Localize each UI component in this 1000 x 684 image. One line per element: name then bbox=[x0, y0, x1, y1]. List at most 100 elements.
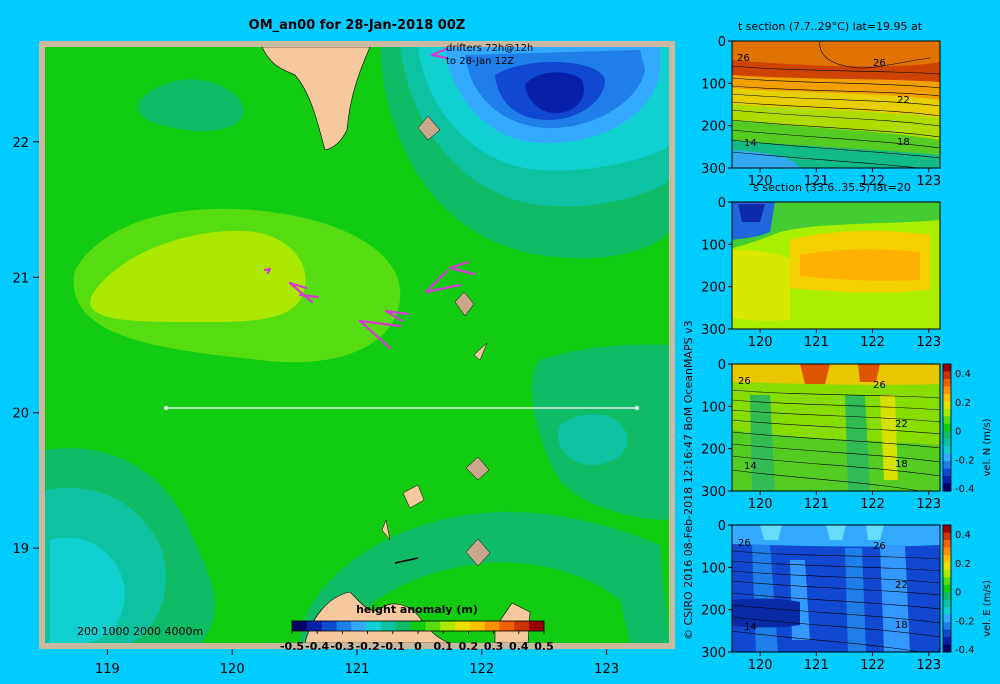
panel-x-tick-label: 122 bbox=[860, 658, 885, 673]
height-anomaly-colorbar bbox=[291, 620, 545, 632]
panel-salinity-axes: 0 100 200 300 120 121 122 123 bbox=[701, 196, 941, 350]
colorbar-title: height anomaly (m) bbox=[356, 603, 478, 616]
colorbar-tick-label: -0.2 bbox=[356, 640, 380, 653]
taiwan-landmass bbox=[261, 47, 371, 151]
panel-temperature-axes: 0 100 200 300 120 121 122 123 bbox=[701, 35, 941, 189]
colorbar-segment bbox=[351, 621, 367, 631]
vel-colorbar-outline bbox=[942, 363, 952, 492]
panel-x-tick-label: 123 bbox=[916, 658, 941, 673]
vel-colorbar-segment bbox=[943, 393, 951, 402]
vel-colorbar-segment bbox=[943, 453, 951, 462]
vel-colorbar-segment bbox=[943, 622, 951, 631]
velocity-east-colorbar: 0.4 0.2 0 -0.2 -0.4 vel. E (m/s) bbox=[942, 524, 993, 656]
vel-colorbar-tick-label: -0.2 bbox=[955, 616, 975, 627]
panel-x-tick-label: 122 bbox=[860, 335, 885, 350]
vel-colorbar-segment bbox=[943, 525, 951, 533]
panel-y-tick-label: 200 bbox=[701, 604, 726, 619]
panel-x-tick-label: 120 bbox=[748, 174, 773, 189]
panel-velocity-east-axes: 0 100 200 300 120 121 122 123 bbox=[701, 519, 941, 673]
vel-colorbar-segment bbox=[943, 446, 951, 455]
colorbar-segment bbox=[469, 621, 486, 631]
panel-x-tick-label: 120 bbox=[748, 497, 773, 512]
colorbar-segment bbox=[380, 621, 397, 631]
panel-temperature-contour-label: 26 bbox=[873, 58, 886, 69]
vel-colorbar-segment bbox=[943, 401, 951, 410]
map-x-tick-label: 119 bbox=[95, 662, 120, 677]
panel-y-tick-label: 300 bbox=[701, 485, 726, 500]
vel-colorbar-segment bbox=[943, 592, 951, 601]
vel-colorbar-label: vel. E (m/s) bbox=[982, 580, 993, 637]
panel-y-tick-label: 100 bbox=[701, 561, 726, 576]
vel-colorbar-segment bbox=[943, 599, 951, 608]
vel-colorbar-segment bbox=[943, 637, 951, 646]
colorbar-segment bbox=[484, 621, 501, 631]
colorbar-segment bbox=[306, 621, 323, 631]
panel-frame bbox=[731, 40, 941, 169]
vel-colorbar-segment bbox=[943, 461, 951, 470]
vel-colorbar-segment bbox=[943, 547, 951, 556]
vel-colorbar-tick-label: -0.2 bbox=[955, 455, 975, 466]
vel-colorbar-tick-label: 0 bbox=[955, 427, 961, 438]
panel-y-tick-label: 200 bbox=[701, 281, 726, 296]
panel-velocity-east bbox=[731, 525, 941, 653]
panel-velocity-north-axes: 0 100 200 300 120 121 122 123 bbox=[701, 358, 941, 512]
drifter-tracks bbox=[263, 47, 476, 350]
colorbar-segment bbox=[292, 621, 308, 631]
panel-y-tick-label: 0 bbox=[718, 35, 726, 50]
colorbar-segment bbox=[321, 621, 337, 631]
panel-salinity-title: s section (33.6..35.5) lat=20 bbox=[753, 181, 911, 194]
map-x-tick-label: 120 bbox=[220, 662, 245, 677]
panel-x-tick-label: 121 bbox=[804, 497, 829, 512]
colorbar-tick-label: 0.2 bbox=[459, 640, 479, 653]
panel-x-tick-label: 123 bbox=[916, 174, 941, 189]
colorbar-segment bbox=[529, 621, 545, 631]
colorbar-segment bbox=[366, 621, 382, 631]
drifters-label-line2: to 28-Jan 12Z bbox=[446, 56, 514, 67]
map-y-tick-label: 19 bbox=[12, 542, 29, 557]
colorbar-tick-label: -0.4 bbox=[305, 640, 329, 653]
panel-y-tick-label: 0 bbox=[718, 358, 726, 373]
panel-x-tick-label: 120 bbox=[748, 335, 773, 350]
panel-x-tick-label: 123 bbox=[916, 335, 941, 350]
vel-colorbar-tick-label: 0 bbox=[955, 588, 961, 599]
velocity-north-colorbar: 0.4 0.2 0 -0.2 -0.4 vel. N (m/s) bbox=[942, 363, 993, 495]
colorbar-segment bbox=[440, 621, 456, 631]
vel-colorbar-segment bbox=[943, 569, 951, 578]
panel-temperature bbox=[731, 40, 941, 169]
panel-y-tick-label: 200 bbox=[701, 443, 726, 458]
panel-x-tick-label: 121 bbox=[804, 658, 829, 673]
vel-colorbar-segment bbox=[943, 468, 951, 477]
panel-frame bbox=[731, 201, 941, 330]
credit-text: © CSIRO 2016 08-Feb-2018 12:16:47 BoM Oc… bbox=[682, 320, 695, 640]
panel-temperature-contour-label: 22 bbox=[897, 95, 910, 106]
panel-temperature-contour-label: 14 bbox=[744, 138, 757, 149]
vel-colorbar-label: vel. N (m/s) bbox=[982, 418, 993, 476]
vel-colorbar-segment bbox=[943, 577, 951, 586]
vel-colorbar-segment bbox=[943, 378, 951, 387]
vel-colorbar-segment bbox=[943, 614, 951, 623]
vel-colorbar-segment bbox=[943, 476, 951, 485]
panel-velocity-north-contour-label: 14 bbox=[744, 461, 757, 472]
vel-colorbar-segment bbox=[943, 607, 951, 616]
vel-colorbar-segment bbox=[943, 423, 951, 432]
vel-colorbar-segment bbox=[943, 584, 951, 593]
colorbar-tick-label: 0.1 bbox=[433, 640, 453, 653]
panel-x-tick-label: 120 bbox=[748, 658, 773, 673]
colorbar-segment bbox=[395, 621, 412, 631]
panel-y-tick-label: 100 bbox=[701, 77, 726, 92]
vel-colorbar-segment bbox=[943, 629, 951, 638]
map-y-tick-label: 22 bbox=[12, 136, 29, 151]
colorbar-segment bbox=[425, 621, 441, 631]
vel-colorbar-segment bbox=[943, 562, 951, 571]
vel-colorbar-segment bbox=[943, 644, 951, 653]
panel-temperature-contour-label: 18 bbox=[897, 137, 910, 148]
vel-colorbar-tick-label: 0.2 bbox=[955, 559, 971, 570]
colorbar-segment bbox=[514, 621, 530, 631]
panel-velocity-north-contour-label: 18 bbox=[895, 459, 908, 470]
colorbar-tick-label: 0.4 bbox=[509, 640, 529, 653]
map-y-tick-label: 20 bbox=[12, 407, 29, 422]
vel-colorbar-tick-label: 0.4 bbox=[955, 369, 971, 380]
vel-colorbar-segment bbox=[943, 364, 951, 372]
map-axes: 119 120 121 122 123 22 21 20 19 bbox=[12, 136, 619, 677]
vel-colorbar-outline bbox=[942, 524, 952, 653]
